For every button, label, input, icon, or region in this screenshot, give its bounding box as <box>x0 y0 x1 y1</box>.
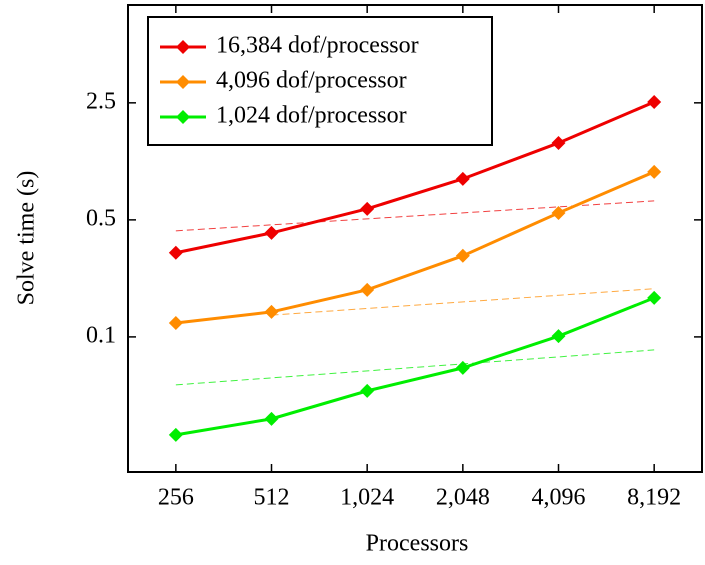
y-tick-label: 2.5 <box>86 88 116 114</box>
y-tick-label: 0.1 <box>86 322 116 348</box>
y-axis-label: Solve time (s) <box>14 171 40 306</box>
x-tick-label: 1,024 <box>340 485 394 511</box>
series-line <box>175 296 655 437</box>
legend: 16,384 dof/processor 4,096 dof/processor 1… <box>147 16 493 146</box>
x-tick-label: 512 <box>254 485 290 511</box>
series-line <box>175 100 655 255</box>
data-point <box>647 164 662 179</box>
reference-line <box>271 288 655 316</box>
data-point <box>647 94 662 109</box>
legend-marker <box>176 40 190 54</box>
series-line <box>175 170 655 325</box>
data-point <box>551 135 566 150</box>
legend-label: 4,096 dof/processor <box>216 68 407 94</box>
data-point <box>168 316 183 331</box>
data-point <box>168 427 183 442</box>
data-point <box>455 171 470 186</box>
data-point <box>455 248 470 263</box>
data-point <box>647 290 662 305</box>
x-tick-label: 8,192 <box>627 485 681 511</box>
data-point <box>455 360 470 375</box>
x-tick-label: 256 <box>158 485 194 511</box>
data-point <box>168 245 183 260</box>
reference-line <box>175 200 655 232</box>
legend-label: 1,024 dof/processor <box>216 103 407 129</box>
data-point <box>264 411 279 426</box>
data-point <box>360 282 375 297</box>
x-tick-label: 2,048 <box>436 485 490 511</box>
x-axis-label: Processors <box>366 531 469 557</box>
data-point <box>360 201 375 216</box>
y-tick-label: 0.5 <box>86 205 116 231</box>
x-tick-label: 4,096 <box>532 485 586 511</box>
data-point <box>551 329 566 344</box>
data-point <box>264 225 279 240</box>
legend-marker <box>176 110 190 124</box>
reference-line <box>175 349 655 386</box>
legend-marker <box>176 75 190 89</box>
legend-label: 16,384 dof/processor <box>216 33 419 59</box>
plot-frame <box>127 4 703 473</box>
data-point <box>551 205 566 220</box>
data-point <box>360 383 375 398</box>
data-point <box>264 304 279 319</box>
